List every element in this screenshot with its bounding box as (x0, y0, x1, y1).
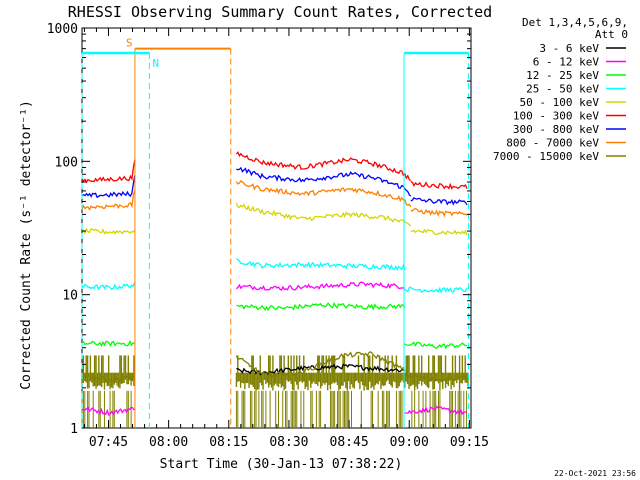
y-tick-label: 100 (55, 155, 78, 170)
y-tick-label: 1000 (47, 22, 78, 37)
x-tick-label: 09:15 (450, 435, 489, 450)
legend-label: 6 - 12 keV (533, 56, 600, 69)
series-line-8 (81, 373, 135, 383)
legend-label: 12 - 25 keV (526, 69, 599, 82)
annotation-layer: SN (81, 37, 470, 428)
legend-label: 25 - 50 keV (526, 83, 599, 96)
legend-label: 50 - 100 keV (520, 96, 600, 109)
series-line-3 (81, 282, 136, 291)
legend-label: 100 - 300 keV (513, 110, 599, 123)
series-line-0 (236, 363, 406, 376)
chart-title: RHESSI Observing Summary Count Rates, Co… (68, 3, 492, 21)
legend-label: 7000 - 15000 keV (493, 150, 599, 163)
legend-header: Att 0 (595, 28, 628, 41)
series-layer (81, 151, 468, 417)
series-line-3 (235, 258, 406, 271)
night-label: N (152, 57, 159, 70)
series-line-7 (81, 190, 136, 211)
background-bars (81, 355, 469, 428)
series-line-2 (236, 301, 406, 312)
series-line-2 (81, 339, 135, 348)
x-tick-label: 08:30 (269, 435, 308, 450)
series-line-4 (410, 228, 468, 236)
x-tick-label: 07:45 (89, 435, 128, 450)
saa-label: S (126, 37, 133, 50)
series-line-1 (235, 281, 405, 292)
series-line-4 (235, 202, 412, 227)
series-line-8 (235, 350, 406, 378)
y-tick-label: 1 (70, 422, 78, 437)
series-line-5 (235, 151, 412, 182)
legend-label: 300 - 800 keV (513, 123, 599, 136)
series-line-1 (81, 406, 135, 417)
series-line-7 (235, 180, 412, 208)
y-axis-label: Corrected Count Rate (s⁻¹ detector⁻¹) (19, 100, 34, 390)
timestamp: 22-Oct-2021 23:56 (554, 469, 636, 478)
legend-header: Det 1,3,4,5,6,9, (522, 16, 628, 29)
legend-label: 800 - 7000 keV (506, 137, 599, 150)
x-tick-label: 08:45 (330, 435, 369, 450)
x-tick-label: 09:00 (390, 435, 429, 450)
series-line-3 (404, 286, 468, 294)
legend-label: 3 - 6 keV (539, 42, 599, 55)
y-tick-label: 10 (62, 289, 78, 304)
series-line-1 (404, 405, 468, 415)
series-line-8 (404, 371, 468, 383)
series-line-5 (81, 159, 136, 184)
series-line-6 (410, 197, 468, 206)
series-line-4 (81, 227, 135, 236)
x-tick-label: 08:15 (209, 435, 248, 450)
x-tick-label: 08:00 (149, 435, 188, 450)
series-line-5 (410, 181, 468, 190)
series-line-2 (404, 341, 468, 350)
x-axis-label: Start Time (30-Jan-13 07:38:22) (160, 457, 403, 472)
series-line-6 (81, 175, 136, 199)
series-line-6 (236, 166, 412, 197)
series-line-7 (410, 207, 468, 218)
axis-layer: 1 10 100 1000 07:45 08:00 08:15 08:30 08:45 09:00… (47, 22, 489, 450)
